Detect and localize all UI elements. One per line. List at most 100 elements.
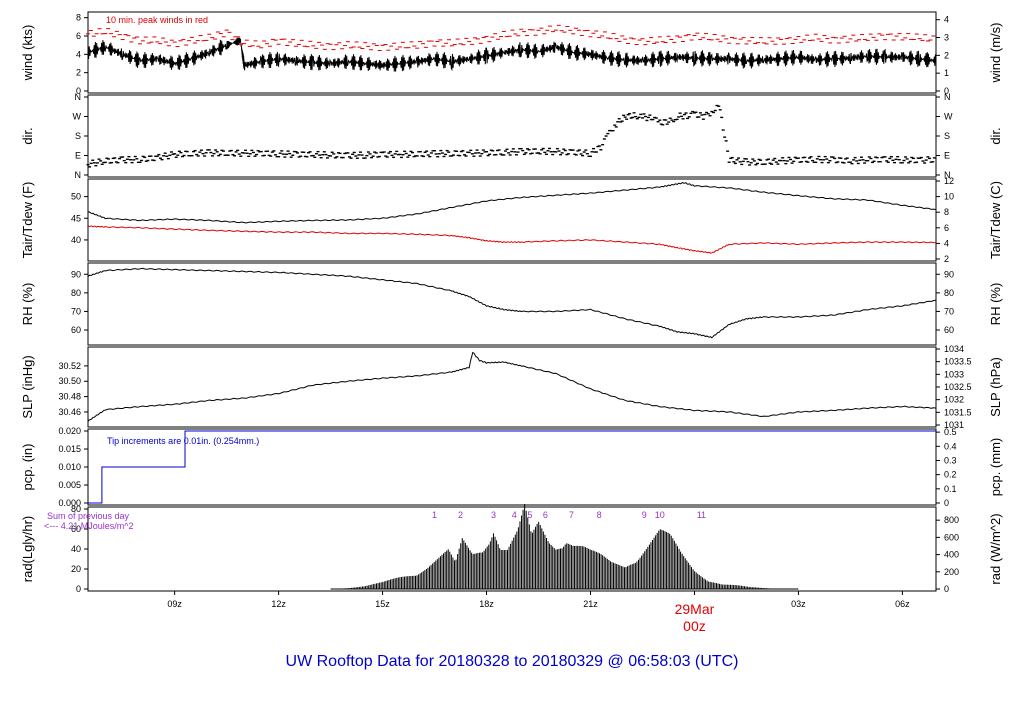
left-tick-label: 30.48 [58,392,81,402]
right-tick-label: 0 [944,584,949,594]
x-axis: 09z 12z 15z 18z 21z 03z 06z [167,591,910,609]
right-tick-label: 1033.5 [944,357,972,367]
date-marker-date: 29Mar [675,601,715,617]
radiation-marker: 5 [527,510,532,520]
right-tick-label: 8 [944,207,949,217]
right-tick-label: 2 [944,254,949,264]
left-tick-label: 0.020 [58,426,81,436]
left-axis-label: pcp. (in) [20,444,35,491]
precip-annotation: Tip increments are 0.01in. (0.254mm.) [107,436,259,446]
x-tick-label: 03z [791,599,806,609]
left-axis-label: SLP (inHg) [20,355,35,418]
right-tick-label: 0.5 [944,427,957,437]
left-tick-label: 6 [76,31,81,41]
panel-frame [87,346,937,428]
left-tick-label: 0.015 [58,444,81,454]
right-tick-label: S [944,131,950,141]
left-tick-label: 30.50 [58,376,81,386]
left-tick-label: 0.005 [58,480,81,490]
right-axis-label: rad (W/m^2) [988,513,1003,584]
left-axis-label: wind (kts) [20,25,35,82]
right-axis-label: Tair/Tdew (C) [988,181,1003,259]
chart-title: UW Rooftop Data for 20180328 to 20180329… [286,653,739,670]
right-tick-label: 10 [944,192,954,202]
right-tick-label: 1032.5 [944,382,972,392]
right-tick-label: 400 [944,550,959,560]
panel-slp: 30.46 30.48 30.50 30.52 1031 1031.5 1032 1032.5… [20,344,1003,430]
radiation-marker: 11 [697,510,706,520]
series-radiation [330,504,781,589]
radiation-marker: 3 [491,510,496,520]
series-temp-tdew [87,225,937,254]
left-tick-label: 2 [76,68,81,78]
right-axis-label: wind (m/s) [988,23,1003,84]
right-tick-label: 1031 [944,420,964,430]
left-tick-label: W [73,112,82,122]
left-tick-label: 45 [71,213,81,223]
x-tick-label: 15z [375,599,390,609]
right-tick-label: 3 [944,33,949,43]
series-peak-winds [86,24,936,52]
radiation-marker: 9 [642,510,647,520]
left-tick-label: 20 [71,564,81,574]
right-tick-label: 800 [944,515,959,525]
rad-sum-value: <--- 4.21 MJoules/m^2 [44,521,134,531]
left-axis-label: Tair/Tdew (F) [20,182,35,259]
right-axis-label: dir. [988,127,1003,144]
right-axis-label: SLP (hPa) [988,357,1003,417]
right-tick-label: 70 [944,306,954,316]
right-tick-label: 0 [944,86,949,96]
left-tick-label: 30.52 [58,361,81,371]
left-tick-label: 90 [71,269,81,279]
right-tick-label: 2 [944,50,949,60]
right-tick-label: 80 [944,288,954,298]
right-tick-label: 4 [944,15,949,25]
wind-annotation: 10 min. peak winds in red [106,15,208,25]
x-tick-label: 21z [583,599,598,609]
left-axis-label: rad(Lgly/hr) [20,516,35,582]
panel-pcp: 0.000 0.005 0.010 0.015 0.020 0 0.1 0.2 0.3 0.4 0.… [20,426,1003,508]
left-tick-label: N [75,170,82,180]
left-tick-label: 70 [71,306,81,316]
series-slp [87,351,937,422]
radiation-marker: 4 [512,510,517,520]
right-tick-label: 12 [944,176,954,186]
right-tick-label: 600 [944,532,959,542]
panel-temp: 40 45 50 2 4 6 8 10 12 Tair/Tdew (F) Tair/Tdew (C) [20,176,1003,264]
series-wind-speed [87,37,936,72]
x-tick-label: 18z [479,599,494,609]
radiation-marker: 7 [569,510,574,520]
right-tick-label: 0.1 [944,484,957,494]
left-tick-label: 0 [76,86,81,96]
x-tick-label: 09z [167,599,182,609]
panel-rh: 60 70 80 90 60 70 80 90 RH (%) RH (%) [20,262,1003,346]
left-tick-label: E [75,151,81,161]
x-tick-label: 12z [271,599,286,609]
radiation-marker: 2 [458,510,463,520]
right-tick-label: N [944,170,951,180]
left-tick-label: S [75,131,81,141]
panel-frame [87,262,937,346]
right-tick-label: 0 [944,498,949,508]
series-precip [88,430,936,504]
right-tick-label: W [944,112,953,122]
right-tick-label: 0.3 [944,455,957,465]
radiation-marker: 1 [432,510,437,520]
left-tick-label: 4 [76,49,81,59]
left-tick-label: 80 [71,504,81,514]
left-tick-label: 60 [71,524,81,534]
left-tick-label: 50 [71,192,81,202]
radiation-marker: 10 [655,510,665,520]
rad-sum-label: Sum of previous day [47,511,130,521]
right-tick-label: E [944,151,950,161]
right-tick-label: 1 [944,68,949,78]
right-tick-label: 60 [944,325,954,335]
left-tick-label: 40 [71,235,81,245]
right-tick-label: 1033 [944,369,964,379]
date-marker-time: 00z [683,618,706,634]
right-tick-label: 1032 [944,395,964,405]
right-tick-label: 200 [944,567,959,577]
